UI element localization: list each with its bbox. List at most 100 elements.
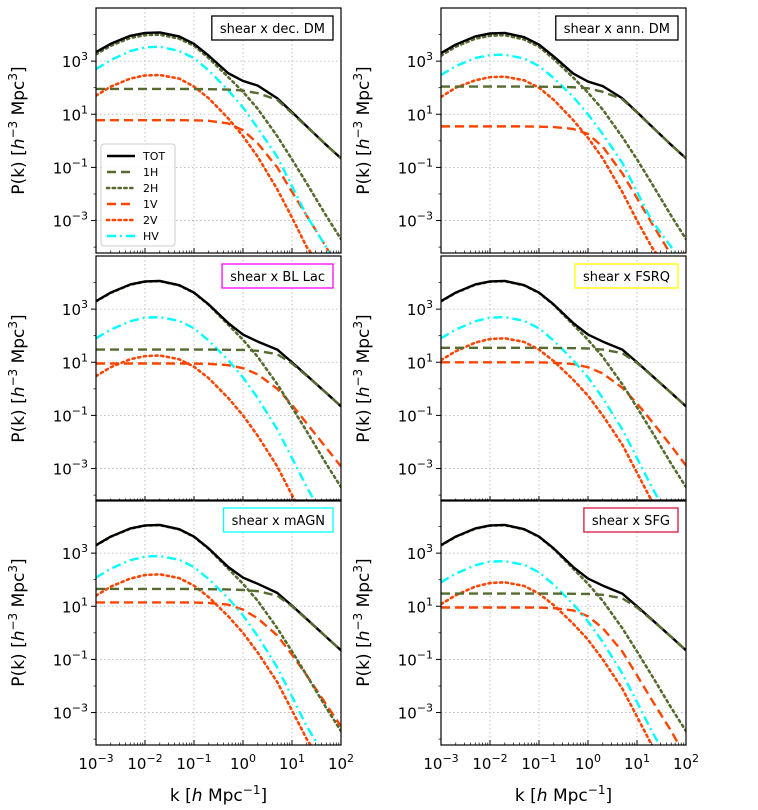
- panel-title-box: shear x BL Lac: [221, 263, 334, 289]
- series-1h-line: [96, 87, 341, 160]
- series-hv-line: [96, 554, 320, 745]
- y-tick-label: 10−1: [53, 156, 88, 177]
- x-tick-label: 101: [624, 752, 650, 773]
- grid: [440, 256, 687, 501]
- ticks: [91, 526, 342, 745]
- x-tick-label: 10−2: [472, 752, 507, 773]
- axes-frame: [95, 255, 342, 502]
- y-tick-label: 10−1: [398, 156, 433, 177]
- panel-title-frame: [211, 15, 334, 41]
- series-2v-line: [96, 354, 297, 501]
- panel-title-box: shear x dec. DM: [211, 15, 334, 41]
- ticks: [436, 526, 687, 745]
- series-1v-line: [441, 125, 672, 253]
- x-axis-label: k [h Mpc−1]: [170, 783, 267, 806]
- panel-title-frame: [221, 263, 334, 289]
- series-lines: [441, 279, 686, 501]
- series-1h-line: [441, 592, 686, 652]
- y-tick-label: 10−3: [53, 458, 88, 479]
- y-axis-label: P(k) [h−3 Mpc3]: [6, 66, 29, 194]
- series-lines: [441, 523, 686, 745]
- series-lines: [96, 523, 341, 745]
- panel-title: shear x ann. DM: [564, 22, 670, 37]
- panel-title: shear x FSRQ: [583, 270, 670, 285]
- panel-2: 10−3 10−1 101 103 P(k) [h−3 Mpc3] shear x ann…: [351, 7, 687, 254]
- series-tot-line: [441, 523, 686, 652]
- y-tick-label: 103: [407, 50, 433, 71]
- legend-label-2h: 2H: [143, 182, 158, 195]
- panel-title-box: shear x ann. DM: [555, 15, 679, 41]
- y-axis-label: P(k) [h−3 Mpc3]: [6, 558, 29, 686]
- x-tick-label: 101: [279, 752, 305, 773]
- series-1v-line: [96, 362, 341, 468]
- legend-label-tot: TOT: [142, 150, 165, 163]
- y-axis-label: P(k) [h−3 Mpc3]: [351, 66, 374, 194]
- axes-frame: [95, 499, 342, 746]
- y-tick-label: 101: [62, 103, 88, 124]
- panel-3: 10−3 10−1 101 103 P(k) [h−3 Mpc3] shear x BL …: [6, 255, 342, 502]
- legend: TOT 1H 2H 1V 2V HV: [100, 143, 176, 247]
- y-tick-label: 101: [407, 595, 433, 616]
- series-2v-line: [96, 572, 313, 745]
- y-tick-label: 10−1: [398, 404, 433, 425]
- series-2h-line: [441, 523, 686, 733]
- panel-title-box: shear x SFG: [583, 507, 679, 533]
- legend-label-2v: 2V: [143, 214, 158, 227]
- series-1h-line: [441, 85, 686, 160]
- x-tick-label: 10−1: [521, 752, 556, 773]
- series-tot-line: [441, 31, 686, 160]
- series-1v-line: [441, 606, 681, 745]
- series-lines: [96, 279, 341, 501]
- legend-label-hv: HV: [143, 230, 159, 243]
- x-tick-label: 102: [328, 752, 354, 773]
- series-2v-line: [96, 73, 313, 253]
- x-tick-label: 10−1: [176, 752, 211, 773]
- series-1h-line: [441, 346, 686, 408]
- y-axis-label: P(k) [h−3 Mpc3]: [351, 314, 374, 442]
- y-tick-label: 101: [407, 103, 433, 124]
- series-1v-line: [441, 361, 686, 467]
- panel-title: shear x BL Lac: [230, 270, 325, 285]
- series-lines: [441, 31, 686, 253]
- x-tick-label: 10−3: [423, 752, 458, 773]
- series-1v-line: [96, 601, 341, 728]
- series-tot-line: [96, 523, 341, 652]
- y-tick-label: 10−3: [53, 210, 88, 231]
- series-2v-line: [441, 336, 654, 501]
- axes-frame: [440, 499, 687, 746]
- y-axis-label: P(k) [h−3 Mpc3]: [351, 558, 374, 686]
- grid: [95, 256, 342, 501]
- series-2v-line: [441, 580, 654, 745]
- panel-title: shear x mAGN: [232, 514, 325, 529]
- panel-title-frame: [222, 507, 334, 533]
- series-tot-line: [441, 279, 686, 408]
- legend-label-1h: 1H: [143, 166, 158, 179]
- panel-4: 10−3 10−1 101 103 P(k) [h−3 Mpc3] shear x FSR…: [351, 255, 687, 502]
- y-tick-label: 10−1: [398, 648, 433, 669]
- y-tick-label: 103: [62, 50, 88, 71]
- ticks: [91, 34, 342, 253]
- x-tick-label: 10−3: [78, 752, 113, 773]
- grid: [95, 500, 342, 745]
- series-1h-line: [96, 587, 341, 652]
- x-tick-label: 10−2: [127, 752, 162, 773]
- grid: [440, 500, 687, 745]
- x-tick-label: 100: [230, 752, 256, 773]
- legend-label-1v: 1V: [143, 198, 158, 211]
- y-tick-label: 101: [62, 595, 88, 616]
- y-tick-label: 10−3: [398, 210, 433, 231]
- series-2v-line: [441, 75, 658, 253]
- series-2h-line: [441, 279, 686, 489]
- series-lines: [96, 31, 341, 253]
- y-tick-label: 10−3: [398, 458, 433, 479]
- axes-frame: [440, 255, 687, 502]
- panel-title-frame: [574, 263, 679, 289]
- panel-title-box: shear x mAGN: [222, 507, 334, 533]
- series-hv-line: [96, 315, 316, 501]
- y-tick-label: 103: [407, 298, 433, 319]
- panel-title: shear x dec. DM: [220, 22, 325, 37]
- series-hv-line: [96, 45, 331, 253]
- panel-title-frame: [583, 507, 679, 533]
- y-tick-label: 10−3: [53, 702, 88, 723]
